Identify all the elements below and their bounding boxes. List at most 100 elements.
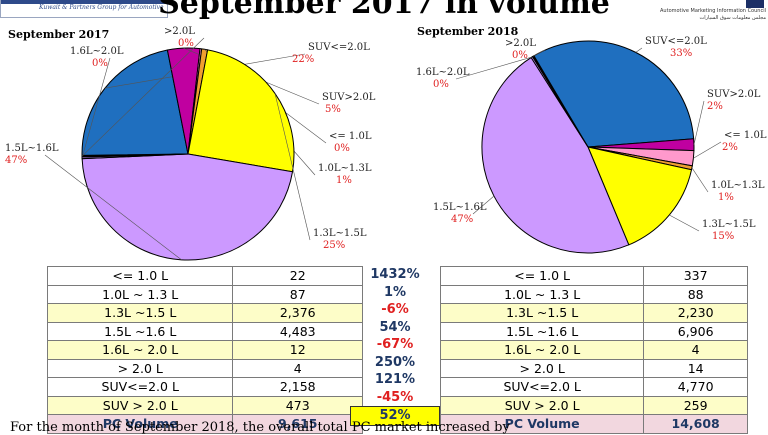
change-row: -67%: [351, 336, 440, 354]
change-row: 1432%: [351, 266, 440, 284]
change-column: 1432% 1% -6% 54% -67% 250% 121% -45% 52%: [350, 266, 440, 426]
slice-percent: 25%: [323, 240, 345, 251]
slice-percent: 0%: [512, 50, 528, 61]
table-row: 1.0L ~ 1.3 L 88: [439, 284, 748, 304]
slice-label: 1.3L~1.5L: [702, 219, 756, 230]
value-2018: 4: [643, 340, 748, 360]
table-row: SUV > 2.0 L 259: [439, 395, 748, 415]
row-label: 1.6L ~ 2.0 L: [439, 340, 645, 360]
row-label: SUV<=2.0 L: [46, 377, 234, 397]
value-2018: 2,230: [643, 303, 748, 323]
value-2018: 4,770: [643, 377, 748, 397]
value-2017: 4,483: [232, 321, 363, 341]
value-2017: 473: [232, 395, 363, 415]
leader-line: [635, 47, 643, 53]
value-2018: 6,906: [643, 321, 748, 341]
leader-line: [533, 49, 546, 57]
slice-label: SUV<=2.0L: [645, 36, 707, 47]
pie-slice: [481, 56, 630, 254]
leader-line: [455, 56, 532, 80]
left-logo-text: Kuwait & Partners Group for Automotive: [39, 4, 164, 11]
pie-slice: [187, 49, 295, 173]
table-row: SUV<=2.0 L 4,770: [439, 377, 748, 397]
change-value: 121%: [374, 372, 416, 388]
table-row: SUV<=2.0 L 2,158: [46, 377, 363, 397]
slice-label: <= 1.0L: [329, 131, 372, 142]
slice-label: 1.6L~2.0L: [70, 46, 124, 57]
total-2018: 14,608: [643, 414, 748, 434]
slice-percent: 5%: [325, 104, 341, 115]
page-title: September 2017 in volume: [158, 0, 610, 21]
change-value: -6%: [381, 302, 409, 318]
value-2017: 2,376: [232, 303, 363, 323]
pie-slice: [587, 146, 693, 246]
row-label: SUV > 2.0 L: [46, 395, 234, 415]
slice-percent: 0%: [92, 58, 108, 69]
leader-line: [81, 37, 205, 157]
slice-percent: 0%: [433, 79, 449, 90]
change-value: 1%: [383, 284, 407, 300]
pie-slice: [81, 153, 294, 261]
right-logo-text: Automotive Marketing Information Council: [660, 8, 766, 14]
leader-line: [693, 141, 722, 159]
row-label: 1.0L ~ 1.3 L: [439, 284, 645, 304]
slice-label: 1.5L~1.6L: [5, 143, 59, 154]
table-2018: <= 1.0 L 337 1.0L ~ 1.3 L 88 1.3L ~1.5 L 2,23…: [439, 266, 748, 434]
row-label: 1.5L ~1.6 L: [46, 321, 234, 341]
row-label: > 2.0 L: [439, 358, 645, 378]
leader-line: [472, 195, 495, 215]
total-label: PC Volume: [46, 414, 234, 434]
change-value: 250%: [374, 354, 416, 370]
value-2018: 337: [643, 266, 748, 286]
slice-label: 1.6L~2.0L: [416, 67, 470, 78]
leader-line: [691, 167, 709, 193]
row-label: > 2.0 L: [46, 358, 234, 378]
slice-percent: 15%: [712, 231, 734, 242]
change-value: 1432%: [370, 267, 420, 283]
value-2017: 2,158: [232, 377, 363, 397]
pie-2017-title: September 2017: [8, 28, 110, 41]
table-row: 1.6L ~ 2.0 L 12: [46, 340, 363, 360]
row-label: 1.3L ~1.5 L: [46, 303, 234, 323]
slice-percent: 22%: [292, 54, 314, 65]
left-logo: Kuwait & Partners Group for Automotive: [0, 0, 168, 18]
change-row: 250%: [351, 354, 440, 372]
total-label: PC Volume: [439, 414, 645, 434]
value-2018: 14: [643, 358, 748, 378]
leader-line: [44, 154, 182, 261]
total-change: 52%: [350, 406, 440, 426]
slice-percent: 47%: [451, 214, 473, 225]
slice-percent: 47%: [5, 155, 27, 166]
right-logo: Automotive Marketing Information Council…: [646, 0, 766, 21]
slice-label: 1.0L~1.3L: [318, 163, 372, 174]
leader-line: [81, 57, 111, 158]
slice-label: >2.0L: [164, 26, 195, 37]
change-value: -67%: [376, 337, 414, 353]
table-row: <= 1.0 L 337: [439, 266, 748, 286]
table-row: > 2.0 L 14: [439, 358, 748, 378]
slice-percent: 33%: [670, 48, 692, 59]
right-logo-arabic: مجلس معلومات سوق السيارات: [699, 15, 766, 21]
total-change-row: 52%: [350, 406, 440, 426]
value-2017: 4: [232, 358, 363, 378]
row-label: 1.3L ~1.5 L: [439, 303, 645, 323]
total-2017: 9,615: [232, 414, 363, 434]
slice-label: SUV<=2.0L: [308, 42, 370, 53]
slice-label: <= 1.0L: [724, 130, 767, 141]
row-label: 1.5L ~1.6 L: [439, 321, 645, 341]
footer-text: For the month of September 2018, the ove…: [10, 420, 510, 435]
logo-mark-icon: [746, 0, 764, 8]
table-row: 1.5L ~1.6 L 4,483: [46, 321, 363, 341]
slice-label: SUV>2.0L: [322, 92, 376, 103]
total-row: PC Volume 9,615: [46, 414, 363, 434]
table-row: 1.3L ~1.5 L 2,230: [439, 303, 748, 323]
row-label: SUV > 2.0 L: [439, 395, 645, 415]
row-label: 1.6L ~ 2.0 L: [46, 340, 234, 360]
table-row: 1.0L ~ 1.3 L 87: [46, 284, 363, 304]
leader-line: [274, 93, 311, 241]
table-row: 1.5L ~1.6 L 6,906: [439, 321, 748, 341]
change-row: -45%: [351, 389, 440, 407]
slice-percent: 1%: [718, 192, 734, 203]
